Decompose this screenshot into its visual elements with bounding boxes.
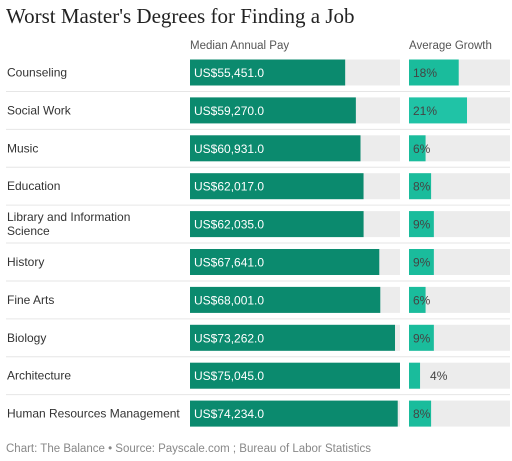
growth-bar — [409, 97, 467, 124]
growth-track — [409, 135, 510, 162]
pay-value-label: US$59,270.0 — [194, 104, 264, 118]
growth-bar — [409, 211, 434, 238]
pay-value-label: US$60,931.0 — [194, 142, 264, 156]
growth-value-label: 8% — [413, 407, 431, 421]
pay-bar — [190, 173, 364, 200]
pay-bar — [190, 59, 346, 86]
growth-value-label: 9% — [413, 256, 431, 270]
growth-bar — [409, 362, 421, 389]
growth-value-label: 21% — [413, 104, 437, 118]
category-label: Library and Information Science — [7, 210, 130, 238]
chart-source: Chart: The Balance • Source: Payscale.co… — [6, 443, 371, 455]
category-label: Counseling — [7, 66, 67, 80]
pay-bar — [190, 249, 380, 275]
growth-bar — [409, 173, 432, 200]
category-label: Fine Arts — [7, 293, 54, 307]
growth-value-label: 9% — [413, 331, 431, 345]
category-label: History — [7, 255, 44, 269]
category-label: Architecture — [7, 369, 71, 383]
chart-title: Worst Master's Degrees for Finding a Job — [6, 4, 355, 28]
pay-value-label: US$62,035.0 — [194, 218, 264, 232]
growth-track — [409, 286, 510, 313]
pay-bar — [190, 324, 396, 351]
category-label: Music — [7, 141, 38, 155]
growth-value-label: 8% — [413, 180, 431, 194]
growth-value-label: 6% — [413, 293, 431, 307]
growth-value-label: 18% — [413, 66, 437, 80]
growth-bar — [409, 249, 434, 275]
pay-value-label: US$55,451.0 — [194, 66, 264, 80]
growth-value-label: 9% — [413, 218, 431, 232]
pay-value-label: US$68,001.0 — [194, 293, 264, 307]
growth-bar — [409, 59, 459, 86]
growth-bar — [409, 400, 432, 427]
pay-bar — [190, 97, 356, 124]
category-label: Human Resources Management — [7, 407, 180, 421]
pay-value-label: US$74,234.0 — [194, 407, 264, 421]
growth-value-label: 6% — [413, 142, 431, 156]
pay-value-label: US$67,641.0 — [194, 256, 264, 270]
pay-column-header: Median Annual Pay — [190, 40, 290, 52]
pay-value-label: US$62,017.0 — [194, 180, 264, 194]
pay-bar — [190, 211, 364, 238]
category-label: Education — [7, 179, 60, 193]
pay-bar — [190, 362, 400, 389]
pay-bar — [190, 400, 398, 427]
growth-value-label: 4% — [430, 369, 448, 383]
pay-value-label: US$75,045.0 — [194, 369, 264, 383]
growth-bar — [409, 324, 434, 351]
growth-bar — [409, 286, 426, 313]
category-label: Social Work — [7, 103, 72, 117]
pay-value-label: US$73,262.0 — [194, 331, 264, 345]
growth-bar — [409, 135, 426, 162]
pay-bar — [190, 286, 381, 313]
growth-column-header: Average Growth — [409, 40, 492, 52]
growth-track — [409, 362, 510, 389]
category-label: Biology — [7, 331, 46, 345]
pay-bar — [190, 135, 361, 162]
